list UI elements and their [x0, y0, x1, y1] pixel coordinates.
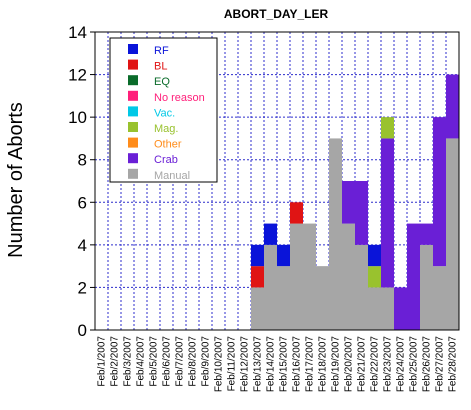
bar-segment: [342, 223, 355, 330]
bar-segment: [264, 223, 277, 245]
bar-segment: [420, 223, 433, 245]
bar-segment: [290, 202, 303, 224]
bar-segment: [277, 244, 290, 267]
bar-segment: [446, 138, 459, 330]
legend-swatch: [128, 90, 138, 101]
x-tick-label: Feb/2/2007: [110, 336, 121, 387]
legend-swatch: [128, 168, 138, 179]
legend-swatch: [128, 75, 138, 86]
bar-segment: [251, 266, 264, 288]
x-tick-label: Feb/26/2007: [422, 336, 433, 393]
bar-segment: [407, 223, 420, 330]
x-tick-label: Feb/18/2007: [318, 336, 329, 393]
x-tick-label: Feb/11/2007: [227, 336, 238, 392]
x-tick-label: Feb/16/2007: [292, 336, 303, 393]
legend-label: Manual: [154, 170, 190, 182]
bar-segment: [290, 223, 303, 330]
bar-segment: [251, 244, 264, 267]
x-tick-label: Feb/17/2007: [305, 336, 316, 393]
x-tick-label: Feb/27/2007: [435, 336, 446, 393]
legend-label: BL: [154, 61, 167, 73]
legend-label: Other: [154, 139, 182, 151]
x-tick-label: Feb/22/2007: [370, 336, 381, 393]
legend-swatch: [128, 106, 138, 117]
legend-label: Vac.: [154, 107, 175, 119]
plot-frame: [94, 31, 460, 331]
x-tick-label: Feb/4/2007: [136, 336, 147, 387]
legend-label: RF: [154, 45, 169, 57]
y-tick-label: 2: [78, 278, 87, 297]
bar-segment: [394, 287, 407, 330]
bar-segment: [433, 266, 446, 330]
bar-segment: [355, 244, 368, 330]
y-tick-label: 14: [68, 23, 87, 42]
axes-group: 0 2 4 6 8 10 12 14 Feb/1/2007 Feb/2/2007 Feb/3/200…: [68, 23, 460, 393]
legend-swatch: [128, 122, 138, 132]
bar-segment: [420, 244, 433, 330]
bar-segment: [264, 244, 277, 330]
x-tick-label: Feb/8/2007: [188, 336, 199, 387]
x-tick-label: Feb/10/2007: [214, 336, 225, 393]
legend-swatch: [128, 59, 138, 70]
bars-group: [251, 74, 459, 330]
y-tick-label: 10: [68, 108, 87, 127]
x-tick-label: Feb/24/2007: [396, 336, 407, 393]
y-tick-label: 12: [68, 66, 87, 85]
legend-label: No reason: [154, 92, 205, 104]
bar-segment: [329, 138, 342, 330]
x-tick-label: Feb/21/2007: [357, 336, 368, 393]
legend-swatch: [128, 137, 138, 148]
bar-segment: [316, 266, 329, 330]
x-tick-label: Feb/20/2007: [344, 336, 355, 393]
bar-segment: [381, 117, 394, 139]
x-tick-label: Feb/25/2007: [409, 336, 420, 393]
legend-label: Mag.: [154, 123, 178, 135]
x-tick-label: Feb/1/2007: [97, 336, 108, 387]
x-tick-label: Feb/28/2007: [448, 336, 459, 393]
bar-segment: [355, 181, 368, 245]
x-tick-label: Feb/9/2007: [201, 336, 212, 387]
legend-label: Crab: [154, 154, 178, 166]
x-tick-label: Feb/12/2007: [240, 336, 251, 393]
bar-segment: [277, 266, 290, 330]
bar-segment: [446, 74, 459, 139]
bar-segment: [381, 287, 394, 330]
bar-segment: [303, 223, 316, 330]
y-tick-label: 4: [78, 236, 87, 255]
bar-segment: [251, 287, 264, 330]
legend-swatch: [128, 44, 138, 54]
legend-swatch: [128, 153, 138, 164]
x-tick-label: Feb/7/2007: [175, 336, 186, 387]
bar-segment: [342, 181, 355, 224]
bar-segment: [381, 138, 394, 288]
y-axis-label: Number of Aborts: [5, 102, 27, 258]
legend-label: EQ: [154, 76, 170, 88]
x-tick-label: Feb/13/2007: [253, 336, 264, 393]
x-tick-label: Feb/6/2007: [162, 336, 173, 387]
legend-box: [109, 37, 218, 183]
x-tick-label: Feb/3/2007: [123, 336, 134, 387]
x-tick-label: Feb/23/2007: [383, 336, 394, 393]
x-tick-label: Feb/14/2007: [266, 336, 277, 393]
bar-segment: [368, 287, 381, 330]
chart-title: ABORT_DAY_LER: [224, 7, 329, 21]
x-tick-label: Feb/15/2007: [279, 336, 290, 393]
bar-segment: [433, 117, 446, 267]
y-tick-label: 6: [78, 193, 87, 212]
x-tick-label: Feb/19/2007: [331, 336, 342, 393]
bar-segment: [368, 244, 381, 267]
bar-segment: [368, 266, 381, 288]
y-tick-label: 8: [78, 151, 87, 170]
y-tick-label: 0: [78, 321, 87, 340]
x-tick-label: Feb/5/2007: [149, 336, 160, 387]
legend: RF BL EQ No reason Vac. Mag. Other Crab Manual: [109, 37, 218, 183]
